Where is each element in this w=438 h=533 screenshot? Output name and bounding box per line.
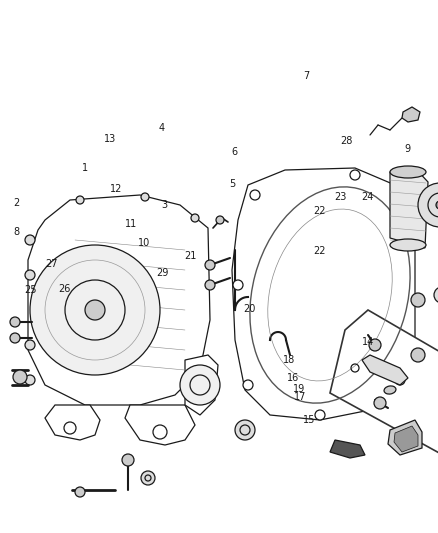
Text: 20: 20 <box>244 304 256 314</box>
Circle shape <box>25 235 35 245</box>
Circle shape <box>395 375 405 385</box>
Text: 11: 11 <box>125 219 138 229</box>
Polygon shape <box>330 310 438 460</box>
Ellipse shape <box>260 317 276 327</box>
Circle shape <box>10 333 20 343</box>
Polygon shape <box>388 420 422 455</box>
Text: 12: 12 <box>110 184 122 194</box>
Circle shape <box>418 183 438 227</box>
Text: 23: 23 <box>335 192 347 202</box>
Circle shape <box>434 287 438 303</box>
Text: 15: 15 <box>303 415 315 425</box>
Text: 25: 25 <box>25 286 37 295</box>
Circle shape <box>233 280 243 290</box>
Circle shape <box>315 410 325 420</box>
Circle shape <box>191 214 199 222</box>
Text: 3: 3 <box>161 200 167 210</box>
Text: 22: 22 <box>314 246 326 255</box>
Text: 22: 22 <box>314 206 326 215</box>
Text: 9: 9 <box>404 144 410 154</box>
Circle shape <box>141 471 155 485</box>
Text: 6: 6 <box>231 147 237 157</box>
Circle shape <box>180 365 220 405</box>
Circle shape <box>141 193 149 201</box>
Polygon shape <box>394 426 418 452</box>
Text: 7: 7 <box>304 71 310 80</box>
Text: 2: 2 <box>14 198 20 207</box>
Polygon shape <box>185 355 218 415</box>
Text: 19: 19 <box>293 384 305 394</box>
Ellipse shape <box>390 166 426 178</box>
Text: 5: 5 <box>229 179 235 189</box>
Polygon shape <box>330 440 365 458</box>
Text: 21: 21 <box>184 251 197 261</box>
Circle shape <box>30 245 160 375</box>
Text: 4: 4 <box>159 123 165 133</box>
Circle shape <box>250 190 260 200</box>
Text: 13: 13 <box>104 134 117 143</box>
Polygon shape <box>402 107 420 122</box>
Text: 17: 17 <box>294 392 306 402</box>
Circle shape <box>216 216 224 224</box>
Text: 16: 16 <box>287 374 300 383</box>
Circle shape <box>25 270 35 280</box>
Circle shape <box>243 380 253 390</box>
Circle shape <box>400 220 410 230</box>
Polygon shape <box>232 168 415 420</box>
Text: 18: 18 <box>283 355 295 365</box>
Circle shape <box>13 370 27 384</box>
Circle shape <box>411 293 425 307</box>
Circle shape <box>436 201 438 209</box>
Text: 24: 24 <box>362 192 374 202</box>
Polygon shape <box>125 405 195 445</box>
Circle shape <box>85 300 105 320</box>
Polygon shape <box>28 195 210 405</box>
Polygon shape <box>362 355 408 385</box>
Circle shape <box>350 170 360 180</box>
Circle shape <box>122 454 134 466</box>
Circle shape <box>25 375 35 385</box>
Text: 8: 8 <box>14 227 20 237</box>
Text: 10: 10 <box>138 238 151 247</box>
Text: 14: 14 <box>362 337 374 347</box>
Text: 29: 29 <box>156 268 168 278</box>
Circle shape <box>205 260 215 270</box>
Text: 26: 26 <box>59 284 71 294</box>
Text: 28: 28 <box>340 136 352 146</box>
Circle shape <box>64 422 76 434</box>
Circle shape <box>153 425 167 439</box>
Circle shape <box>369 339 381 351</box>
Circle shape <box>10 317 20 327</box>
Circle shape <box>75 487 85 497</box>
Circle shape <box>25 340 35 350</box>
Circle shape <box>411 348 425 362</box>
Ellipse shape <box>384 386 396 394</box>
Circle shape <box>205 280 215 290</box>
Circle shape <box>374 397 386 409</box>
Ellipse shape <box>346 363 364 373</box>
Text: 1: 1 <box>82 163 88 173</box>
Polygon shape <box>390 168 428 248</box>
Circle shape <box>235 420 255 440</box>
Text: 27: 27 <box>46 259 58 269</box>
Ellipse shape <box>390 239 426 251</box>
Circle shape <box>76 196 84 204</box>
Polygon shape <box>45 405 100 440</box>
